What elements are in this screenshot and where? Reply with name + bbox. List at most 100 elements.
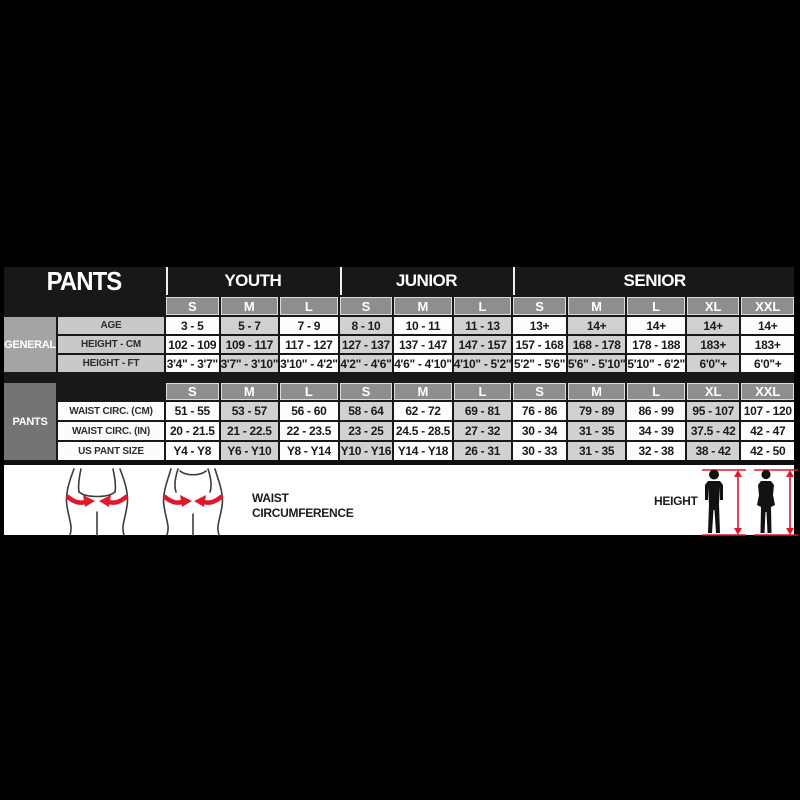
data-cell: 86 - 99 (627, 402, 685, 420)
data-cell: 26 - 31 (453, 442, 512, 460)
chart-title: PANTS (10, 266, 158, 296)
data-cell: Y6 - Y10 (220, 442, 279, 460)
data-cell: Y14 - Y18 (394, 442, 452, 460)
pants-size-chart: PANTS YOUTH JUNIOR SENIOR S M L S M L S M L XL XXL S M L S… (4, 266, 798, 536)
data-cell: 6'0"+ (686, 355, 740, 372)
data-cell: 95 - 107 (686, 402, 740, 420)
data-cell: Y4 - Y8 (166, 442, 219, 460)
size-header-xxl: XXL (741, 383, 794, 400)
row-label-height-cm: HEIGHT - CM (58, 336, 164, 353)
data-cell: 14+ (627, 317, 685, 334)
data-cell: 8 - 10 (339, 317, 393, 334)
data-cell: 168 - 178 (567, 336, 626, 353)
data-cell: 21 - 22.5 (220, 422, 279, 440)
size-header-s: S (166, 383, 219, 400)
data-cell: 22 - 23.5 (280, 422, 338, 440)
data-cell: 51 - 55 (166, 402, 219, 420)
size-header-l: L (627, 383, 685, 400)
data-cell: 79 - 89 (567, 402, 626, 420)
data-cell: 178 - 188 (627, 336, 685, 353)
data-cell: 11 - 13 (453, 317, 512, 334)
data-cell: 137 - 147 (394, 336, 452, 353)
data-cell: 56 - 60 (280, 402, 338, 420)
data-cell: 76 - 86 (513, 402, 566, 420)
data-cell: 4'6" - 4'10" (394, 355, 452, 372)
row-label-waist-circ-in: WAIST CIRC. (IN) (58, 422, 164, 440)
size-header-l: L (280, 383, 338, 400)
data-cell: 107 - 120 (741, 402, 794, 420)
size-header-m: M (220, 383, 279, 400)
data-cell: 157 - 168 (513, 336, 566, 353)
size-header-l: L (280, 297, 338, 315)
data-cell: 3 - 5 (166, 317, 219, 334)
data-cell: 30 - 34 (513, 422, 566, 440)
data-cell: 37.5 - 42 (686, 422, 740, 440)
data-cell: 58 - 64 (339, 402, 393, 420)
data-cell: 20 - 21.5 (166, 422, 219, 440)
row-label-waist-circ-cm: WAIST CIRC. (CM) (58, 402, 164, 420)
data-cell: 62 - 72 (394, 402, 452, 420)
data-cell: 102 - 109 (166, 336, 219, 353)
height-figure-male-icon (702, 469, 746, 536)
data-cell: 34 - 39 (627, 422, 685, 440)
size-header-s: S (339, 297, 393, 315)
data-cell: 30 - 33 (513, 442, 566, 460)
size-header-xxl: XXL (741, 297, 794, 315)
data-cell: 14+ (686, 317, 740, 334)
data-cell: 183+ (686, 336, 740, 353)
data-cell: 127 - 137 (339, 336, 393, 353)
data-cell: 7 - 9 (280, 317, 338, 334)
waist-figure-icon (65, 468, 129, 536)
height-figure-female-icon (754, 469, 798, 536)
waist-figure-icon (162, 468, 224, 536)
data-cell: 13+ (513, 317, 566, 334)
data-cell: 14+ (741, 317, 794, 334)
group-header-senior: SENIOR (513, 267, 794, 295)
data-cell: 3'7" - 3'10" (220, 355, 279, 372)
waist-label-line1: WAIST (252, 491, 289, 505)
section-label-general: GENERAL (4, 317, 56, 372)
size-table: PANTS YOUTH JUNIOR SENIOR S M L S M L S M L XL XXL S M L S… (4, 266, 794, 460)
group-header-youth: YOUTH (166, 267, 338, 295)
size-header-m: M (394, 297, 452, 315)
data-cell: 3'10" - 4'2" (280, 355, 338, 372)
section-label-pants: PANTS (4, 383, 56, 460)
data-cell: 32 - 38 (627, 442, 685, 460)
size-header-m: M (394, 383, 452, 400)
group-header-junior: JUNIOR (339, 267, 512, 295)
size-header-xl: XL (686, 383, 740, 400)
data-cell: 14+ (567, 317, 626, 334)
size-header-m: M (567, 297, 626, 315)
size-header-l: L (453, 383, 512, 400)
row-label-age: AGE (58, 317, 164, 334)
row-label-height-ft: HEIGHT - FT (58, 355, 164, 372)
data-cell: 5'10" - 6'2" (627, 355, 685, 372)
data-cell: 69 - 81 (453, 402, 512, 420)
data-cell: Y10 - Y16 (339, 442, 393, 460)
waist-circumference-label: WAIST CIRCUMFERENCE (252, 491, 354, 521)
data-cell: 183+ (741, 336, 794, 353)
size-header-l: L (453, 297, 512, 315)
data-cell: 5'2" - 5'6" (513, 355, 566, 372)
data-cell: 10 - 11 (394, 317, 452, 334)
size-header-m: M (220, 297, 279, 315)
data-cell: 117 - 127 (280, 336, 338, 353)
data-cell: 42 - 50 (741, 442, 794, 460)
size-header-s: S (166, 297, 219, 315)
data-cell: 23 - 25 (339, 422, 393, 440)
data-cell: 38 - 42 (686, 442, 740, 460)
data-cell: 53 - 57 (220, 402, 279, 420)
data-cell: 4'10" - 5'2" (453, 355, 512, 372)
data-cell: 147 - 157 (453, 336, 512, 353)
data-cell: 4'2" - 4'6" (339, 355, 393, 372)
size-header-s: S (339, 383, 393, 400)
data-cell: 27 - 32 (453, 422, 512, 440)
data-cell: Y8 - Y14 (280, 442, 338, 460)
data-cell: 42 - 47 (741, 422, 794, 440)
size-header-l: L (627, 297, 685, 315)
height-label: HEIGHT (654, 494, 698, 508)
data-cell: 6'0"+ (741, 355, 794, 372)
data-cell: 31 - 35 (567, 422, 626, 440)
data-cell: 5 - 7 (220, 317, 279, 334)
